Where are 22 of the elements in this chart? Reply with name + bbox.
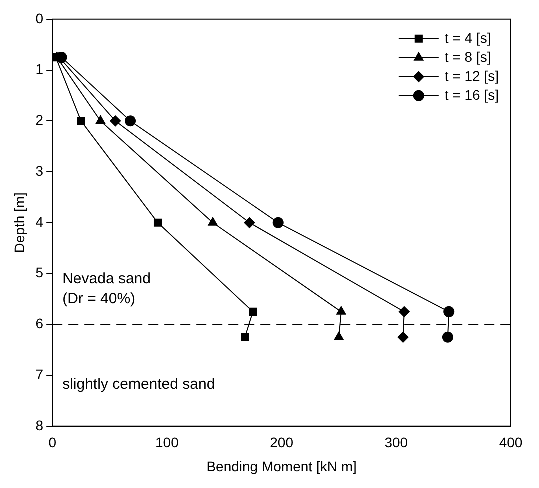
legend-label: t = 12 [s]: [444, 68, 500, 84]
y-tick-label: 6: [36, 316, 44, 332]
y-tick-label: 1: [36, 61, 44, 78]
y-tick-label: 5: [36, 264, 44, 281]
legend-label: t = 4 [s]: [444, 30, 492, 46]
annotation: Nevada sand (Dr = 40%): [62, 270, 151, 308]
x-tick-label: 400: [499, 434, 523, 451]
x-tick-label: 100: [156, 434, 180, 451]
x-tick-label: 0: [48, 434, 57, 451]
legend-label: t = 8 [s]: [444, 48, 492, 65]
x-axis-title: Bending Moment [kN m]: [206, 458, 357, 474]
legend-label: t = 16 [s]: [444, 86, 500, 103]
y-tick-label: 7: [36, 366, 44, 382]
y-tick-label: 4: [36, 214, 44, 230]
y-tick-label: 0: [36, 10, 44, 26]
x-tick-label: 300: [384, 434, 408, 451]
x-tick-label: 200: [270, 434, 294, 451]
y-axis-title: Depth [m]: [11, 192, 28, 254]
annotation: slightly cemented sand: [62, 376, 216, 394]
y-tick-label: 8: [36, 417, 44, 434]
y-tick-label: 2: [36, 112, 44, 128]
y-tick-label: 3: [36, 162, 44, 179]
